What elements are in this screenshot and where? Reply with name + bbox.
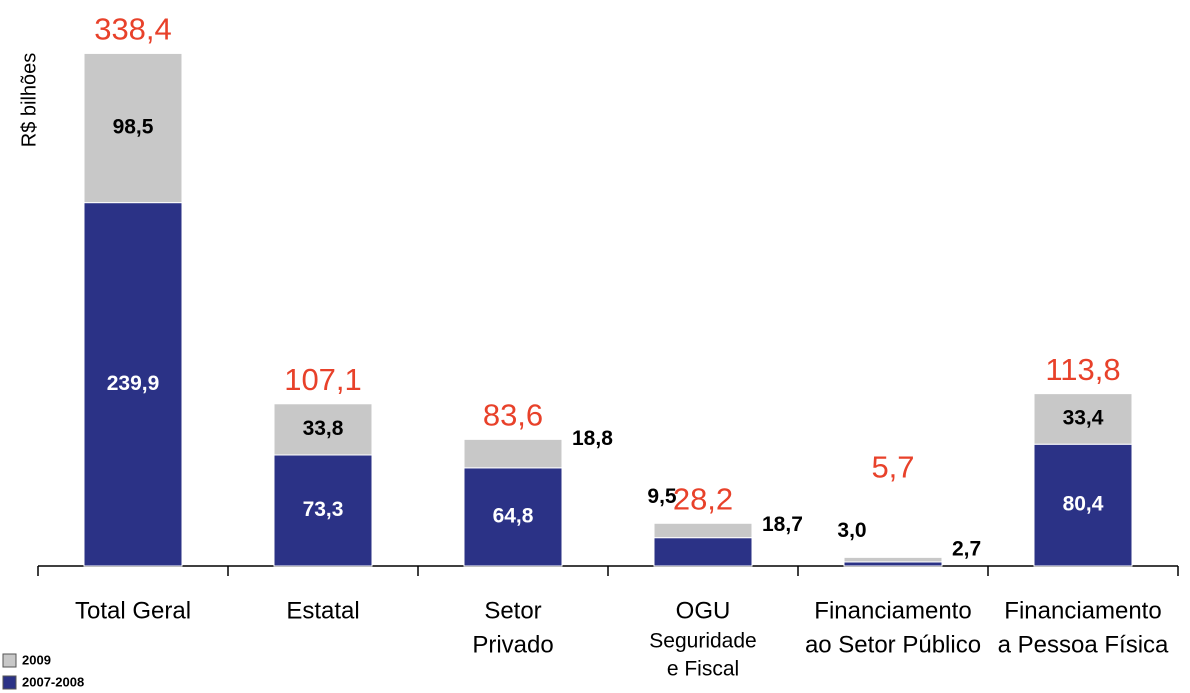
legend-label: 2009 — [22, 652, 51, 667]
value-label: 9,5 — [647, 485, 677, 508]
total-label: 5,7 — [871, 450, 914, 485]
x-tick-label: a Pessoa Física — [998, 631, 1169, 658]
value-label: 3,0 — [837, 519, 866, 542]
total-label: 113,8 — [1045, 352, 1120, 387]
total-label: 28,2 — [673, 481, 733, 516]
value-label: 33,4 — [1063, 406, 1104, 429]
value-label: 2,7 — [952, 537, 981, 560]
legend-swatch — [2, 653, 17, 668]
x-tick-label: Estatal — [286, 597, 359, 624]
legend-swatch — [2, 675, 17, 690]
value-label: 64,8 — [493, 504, 534, 527]
value-label: 98,5 — [113, 116, 154, 139]
x-tick-label: Privado — [472, 631, 553, 658]
value-label: 239,9 — [107, 372, 160, 395]
bar-segment — [843, 561, 943, 567]
bar-segment — [83, 52, 183, 204]
bar-segment — [273, 403, 373, 456]
bar-segment — [1033, 443, 1133, 567]
bar-segment — [653, 522, 753, 539]
y-axis-label: R$ bilhões — [18, 53, 40, 148]
total-label: 338,4 — [94, 12, 172, 47]
x-tick-label: Setor — [484, 597, 541, 624]
x-tick-label: ao Setor Público — [805, 631, 981, 658]
total-label: 107,1 — [284, 362, 362, 397]
value-label: 73,3 — [303, 498, 344, 521]
value-label: 18,8 — [572, 427, 613, 450]
value-label: 18,7 — [762, 513, 803, 536]
x-tick-label: Financiamento — [814, 597, 971, 624]
x-tick-label: OGU — [676, 597, 731, 624]
x-tick-label: e Fiscal — [667, 658, 739, 681]
bar-segment — [463, 467, 563, 567]
bar-segment — [273, 454, 373, 567]
bar-segment — [1033, 393, 1133, 445]
bar-segment — [653, 537, 753, 567]
value-label: 80,4 — [1063, 493, 1104, 516]
x-tick-label: Financiamento — [1004, 597, 1161, 624]
bar-segment — [843, 556, 943, 563]
total-label: 83,6 — [483, 398, 543, 433]
legend-label: 2007-2008 — [22, 674, 84, 689]
bar-segment — [83, 202, 183, 567]
x-tick-label: Seguridade — [649, 630, 756, 653]
bar-segment — [463, 438, 563, 469]
x-tick-label: Total Geral — [75, 597, 191, 624]
value-label: 33,8 — [303, 417, 344, 440]
